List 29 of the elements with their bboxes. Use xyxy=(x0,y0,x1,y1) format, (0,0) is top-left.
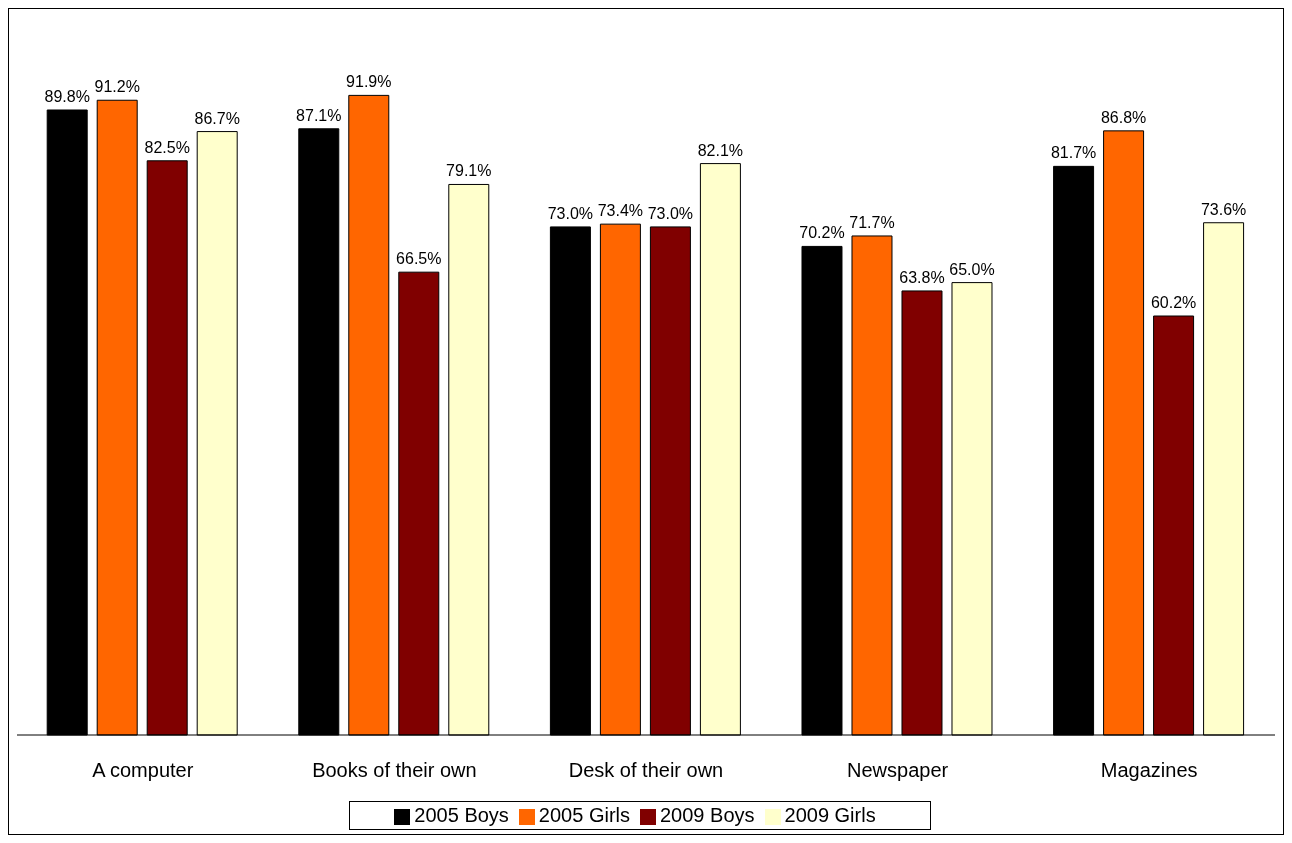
data-label: 66.5% xyxy=(396,250,442,268)
data-label: 60.2% xyxy=(1150,294,1197,312)
data-label: 82.1% xyxy=(697,141,744,159)
data-label: 91.2% xyxy=(94,78,140,96)
data-label: 73.6% xyxy=(1200,200,1247,218)
data-label: 81.7% xyxy=(1050,144,1097,162)
data-label: 86.7% xyxy=(194,109,240,127)
data-label: 86.8% xyxy=(1100,108,1147,126)
data-label: 91.9% xyxy=(346,73,392,91)
legend-label: 2009 Boys xyxy=(660,804,755,826)
x-tick-label: Newspaper xyxy=(847,759,949,782)
x-tick-label: Magazines xyxy=(1100,759,1198,782)
data-label: 65.0% xyxy=(949,260,995,278)
data-label: 87.1% xyxy=(296,106,342,124)
x-tick-label: Books of their own xyxy=(312,759,477,782)
data-label: 70.2% xyxy=(799,224,845,242)
data-label: 73.0% xyxy=(547,204,594,222)
data-label: 73.0% xyxy=(647,204,694,222)
data-label: 71.7% xyxy=(849,213,895,231)
x-tick-label: Desk of their own xyxy=(568,759,724,782)
data-label: 89.8% xyxy=(44,87,90,105)
data-label: 82.5% xyxy=(144,138,190,156)
legend-label: 2005 Girls xyxy=(538,804,630,826)
data-label: 73.4% xyxy=(597,202,644,220)
legend-label: 2009 Girls xyxy=(784,804,876,826)
legend-label: 2005 Boys xyxy=(414,804,509,826)
data-label: 79.1% xyxy=(446,162,492,180)
data-label: 63.8% xyxy=(899,268,945,286)
x-tick-label: A computer xyxy=(92,759,194,782)
